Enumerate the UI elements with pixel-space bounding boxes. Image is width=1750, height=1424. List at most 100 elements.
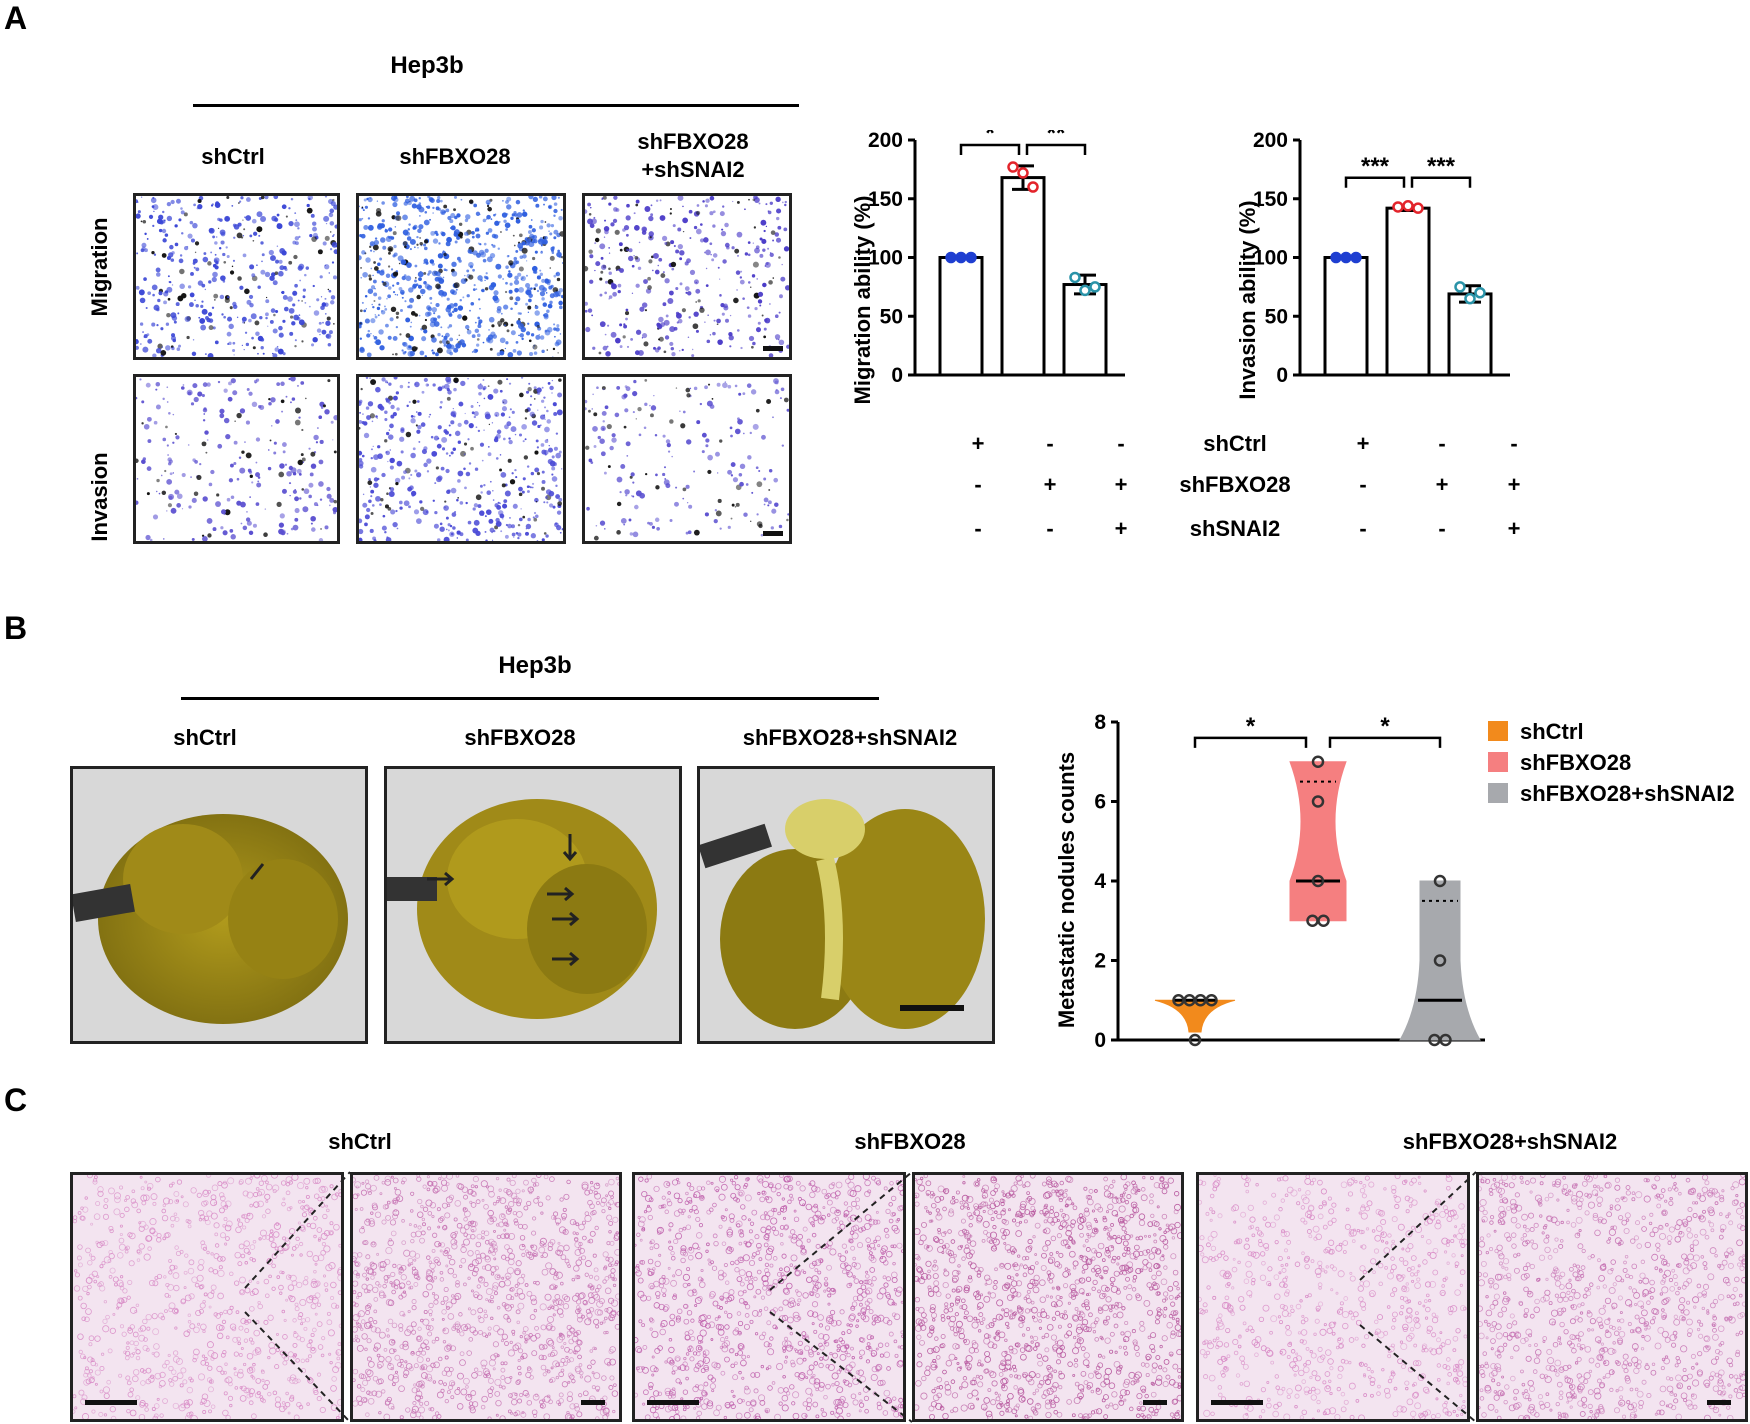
condition-sign: + (1114, 472, 1128, 497)
condition-sign: - (1438, 516, 1446, 541)
condition-sign: - (1510, 431, 1518, 456)
data-point (1474, 287, 1486, 299)
violin-0 (1154, 999, 1236, 1033)
condition-sign: + (1507, 516, 1521, 541)
significance-bracket (1193, 736, 1308, 748)
y-tick-label: 100 (1253, 247, 1288, 270)
condition-sign: + (1043, 472, 1057, 497)
condition-sign: + (1356, 431, 1370, 456)
y-tick-label: 0 (1094, 1029, 1106, 1052)
metastatic-nodules-chart: Metastatic nodules counts 0 2 4 6 8 * * shCtrl s… (1054, 711, 1735, 1052)
data-point (1205, 994, 1218, 1007)
significance-bracket (1328, 736, 1442, 748)
nodules-chart-ylabel: Metastatic nodules counts (1054, 752, 1079, 1028)
data-point (1402, 200, 1414, 212)
condition-sign: - (1359, 472, 1367, 497)
y-tick-label: 50 (1265, 305, 1288, 328)
data-point (1330, 251, 1342, 264)
invasion-image-shfbxo28 (356, 374, 566, 544)
data-point (1017, 167, 1029, 179)
panel-b-bracket-line (181, 697, 879, 700)
data-point (1433, 954, 1447, 967)
significance-bracket (1344, 176, 1406, 188)
bar-2 (1062, 283, 1108, 377)
violin-1 (1289, 761, 1347, 922)
legend-swatch (1488, 783, 1508, 803)
bar-0 (1323, 256, 1369, 377)
significance-label: * (985, 130, 995, 147)
panel-b-col-shfbxo28: shFBXO28 (464, 725, 576, 750)
panel-b-cell-line: Hep3b (498, 652, 572, 679)
condition-sign: - (1438, 431, 1446, 456)
y-tick-label: 200 (1253, 130, 1288, 152)
significance-bracket (1410, 176, 1472, 188)
significance-label: ** (1047, 130, 1066, 147)
data-point (965, 251, 977, 264)
condition-name: shFBXO28 (1179, 472, 1291, 497)
invasion-chart-ylabel: Invasion ability (%) (1235, 200, 1260, 399)
he-low-shctrl (70, 1172, 344, 1422)
data-point (1311, 755, 1325, 768)
row-label-invasion: Invasion (87, 452, 112, 542)
significance-bracket (1025, 143, 1087, 155)
y-tick-label: 8 (1094, 711, 1106, 734)
condition-sign: + (971, 431, 985, 456)
legend-label: shCtrl (1520, 719, 1584, 744)
panel-a-bracket-line (193, 104, 799, 107)
condition-name: shCtrl (1203, 431, 1267, 456)
y-tick-label: 150 (868, 188, 903, 211)
he-high-shctrl (350, 1172, 622, 1422)
data-point (1392, 201, 1404, 213)
data-point (1079, 284, 1091, 297)
y-tick-label: 6 (1094, 791, 1106, 814)
legend-swatch (1488, 752, 1508, 772)
data-point (1412, 202, 1424, 214)
data-point (1454, 281, 1466, 293)
panel-c-col-combo: shFBXO28+shSNAI2 (1402, 1129, 1618, 1154)
invasion-bar-chart: Invasion ability (%) 0 50 100 150 200 *** *** (1235, 130, 1510, 400)
significance-label: * (1246, 713, 1256, 740)
violin-2 (1399, 880, 1481, 1041)
panel-a-col-shfbxo28: shFBXO28 (399, 144, 511, 169)
condition-name: shSNAI2 (1189, 516, 1281, 541)
y-tick-label: 4 (1094, 870, 1106, 893)
lung-photo-shctrl (70, 766, 368, 1044)
y-tick-label: 2 (1094, 950, 1106, 973)
data-point (955, 251, 967, 264)
he-high-shfbxo28 (912, 1172, 1184, 1422)
data-point (1433, 874, 1447, 888)
condition-sign: - (974, 516, 982, 541)
migration-image-combo (582, 193, 792, 360)
y-tick-label: 100 (868, 247, 903, 270)
data-point (1464, 292, 1476, 305)
panel-c-col-shctrl: shCtrl (328, 1129, 392, 1154)
panel-b-col-shctrl: shCtrl (173, 725, 237, 750)
data-point (1439, 1033, 1452, 1047)
y-tick-label: 200 (868, 130, 903, 152)
data-point (1089, 281, 1101, 293)
significance-label: * (1380, 713, 1390, 740)
data-point (945, 251, 957, 264)
condition-sign: - (1046, 516, 1054, 541)
legend-swatch (1488, 721, 1508, 741)
condition-sign: - (974, 472, 982, 497)
data-point (1311, 874, 1325, 888)
migration-image-shfbxo28 (356, 193, 566, 360)
row-label-migration: Migration (87, 217, 112, 317)
condition-sign: - (1046, 431, 1054, 456)
bar-1 (1385, 206, 1431, 377)
significance-bracket (959, 143, 1021, 155)
bar-2 (1447, 292, 1493, 377)
panel-label-c: C (4, 1082, 28, 1118)
condition-sign: + (1507, 472, 1521, 497)
lung-photo-shfbxo28 (384, 766, 682, 1044)
data-point (1350, 251, 1362, 264)
data-point (1340, 251, 1352, 264)
legend-label: shFBXO28 (1520, 750, 1631, 775)
condition-sign: - (1117, 431, 1125, 456)
y-tick-label: 0 (891, 364, 903, 387)
invasion-image-combo (582, 374, 792, 544)
he-low-shfbxo28 (632, 1172, 906, 1422)
data-point (1069, 271, 1081, 284)
panel-label-b: B (4, 610, 28, 646)
